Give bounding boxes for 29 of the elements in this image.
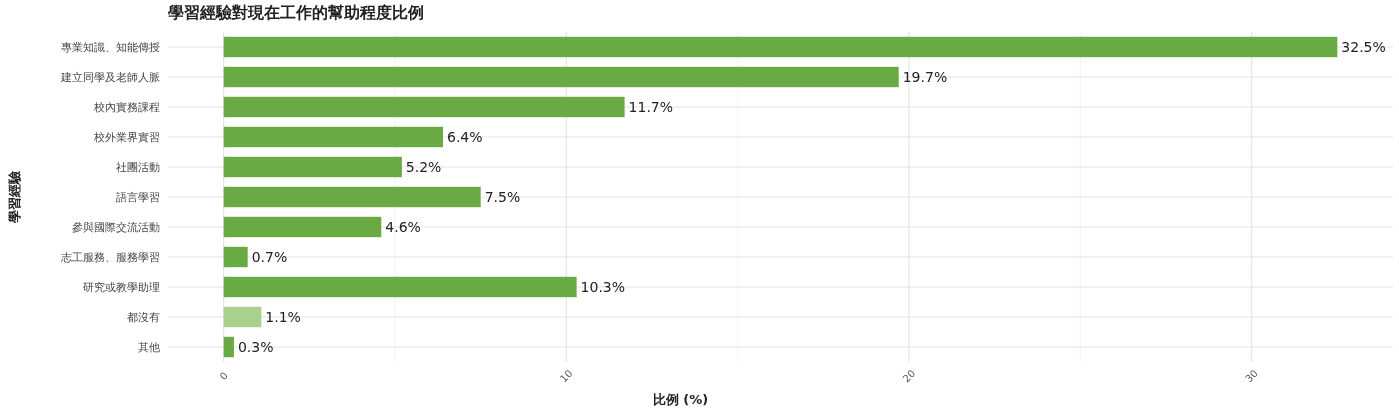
y-tick-label: 社團活動	[116, 161, 160, 173]
data-label: 1.1%	[265, 309, 301, 325]
x-tick-label: 30	[1243, 367, 1261, 385]
data-label: 0.7%	[251, 249, 288, 265]
y-tick-label: 專業知識、知能傳授	[61, 41, 160, 53]
data-label: 11.7%	[628, 99, 674, 115]
y-tick-label: 校內實務課程	[93, 101, 160, 113]
data-label: 0.3%	[237, 339, 274, 355]
y-tick-label: 校外業界實習	[93, 131, 160, 143]
x-tick-label: 10	[557, 367, 575, 385]
x-axis-title: 比例 (%)	[652, 392, 709, 407]
data-label: 10.3%	[580, 279, 626, 295]
y-tick-label: 其他	[138, 341, 160, 353]
x-tick-label: 20	[900, 367, 918, 385]
data-label: 19.7%	[902, 69, 948, 85]
y-tick-label: 參與國際交流活動	[72, 221, 160, 233]
data-label: 5.2%	[405, 159, 442, 175]
y-tick-label: 研究或教學助理	[83, 281, 160, 293]
data-label: 32.5%	[1341, 39, 1386, 55]
chart-title: 學習經驗對現在工作的幫助程度比例	[168, 3, 424, 22]
x-tick-label: 0	[217, 369, 230, 383]
y-axis-title: 學習經驗	[6, 170, 22, 223]
y-tick-label: 志工服務、服務學習	[61, 251, 160, 263]
y-tick-label: 建立同學及老師人脈	[60, 71, 160, 83]
y-tick-label: 都沒有	[127, 311, 160, 323]
y-tick-label: 語言學習	[116, 191, 160, 203]
data-label: 6.4%	[446, 129, 483, 145]
data-label: 7.5%	[484, 189, 521, 205]
data-label: 4.6%	[385, 219, 421, 235]
